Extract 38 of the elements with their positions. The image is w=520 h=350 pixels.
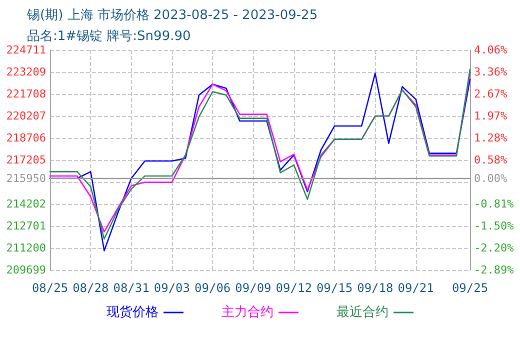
x-tick-label: 09/09 — [235, 281, 272, 295]
y-tick-label: 211200 — [6, 242, 46, 255]
x-tick-label: 09/03 — [154, 281, 190, 295]
y2-tick-label: -2.20% — [474, 242, 514, 255]
x-tick-label: 08/31 — [113, 281, 150, 295]
y-tick-label: 221708 — [6, 88, 46, 101]
y2-tick-label: -1.50% — [474, 220, 514, 232]
y2-tick-label: -2.89% — [474, 264, 514, 276]
y2-tick-label: 1.28% — [474, 132, 508, 144]
x-tick-label: 09/12 — [276, 281, 312, 295]
x-tick-label: 09/21 — [398, 281, 434, 295]
x-tick-label: 09/06 — [194, 281, 231, 295]
legend-label: 主力合约 — [222, 304, 274, 320]
x-tick-label: 09/15 — [316, 281, 353, 295]
y-tick-label: 220207 — [6, 110, 46, 123]
y-tick-label: 223209 — [6, 66, 46, 79]
x-tick-label: 08/28 — [72, 281, 109, 295]
legend-label: 最近合约 — [336, 305, 388, 320]
x-tick-label: 09/25 — [452, 281, 488, 295]
y2-tick-label: 1.97% — [474, 110, 508, 123]
y-tick-label: 209699 — [6, 264, 46, 276]
y2-tick-label: 4.06% — [474, 44, 508, 56]
legend-label: 现货价格 — [106, 305, 158, 320]
chart-subtitle: 品名:1#锡锭 牌号:Sn99.90 — [27, 29, 191, 44]
y2-tick-label: 3.36% — [474, 66, 508, 79]
y-tick-label: 214202 — [6, 198, 46, 211]
y-tick-label: 224711 — [6, 44, 46, 56]
y2-tick-label: 0.00% — [474, 172, 508, 186]
y2-tick-label: 0.58% — [474, 154, 508, 167]
y-tick-label: 212701 — [6, 220, 46, 233]
chart-title: 锡(期) 上海 市场价格 2023-08-25 - 2023-09-25 — [26, 8, 318, 23]
y-tick-label: 215950 — [6, 172, 46, 185]
x-tick-label: 09/18 — [357, 281, 394, 295]
x-tick-label: 08/25 — [32, 281, 68, 295]
y-tick-label: 218706 — [6, 132, 46, 145]
y2-tick-label: 2.67% — [474, 88, 508, 100]
y-tick-label: 217205 — [6, 154, 46, 166]
y2-tick-label: -0.81% — [474, 198, 514, 211]
